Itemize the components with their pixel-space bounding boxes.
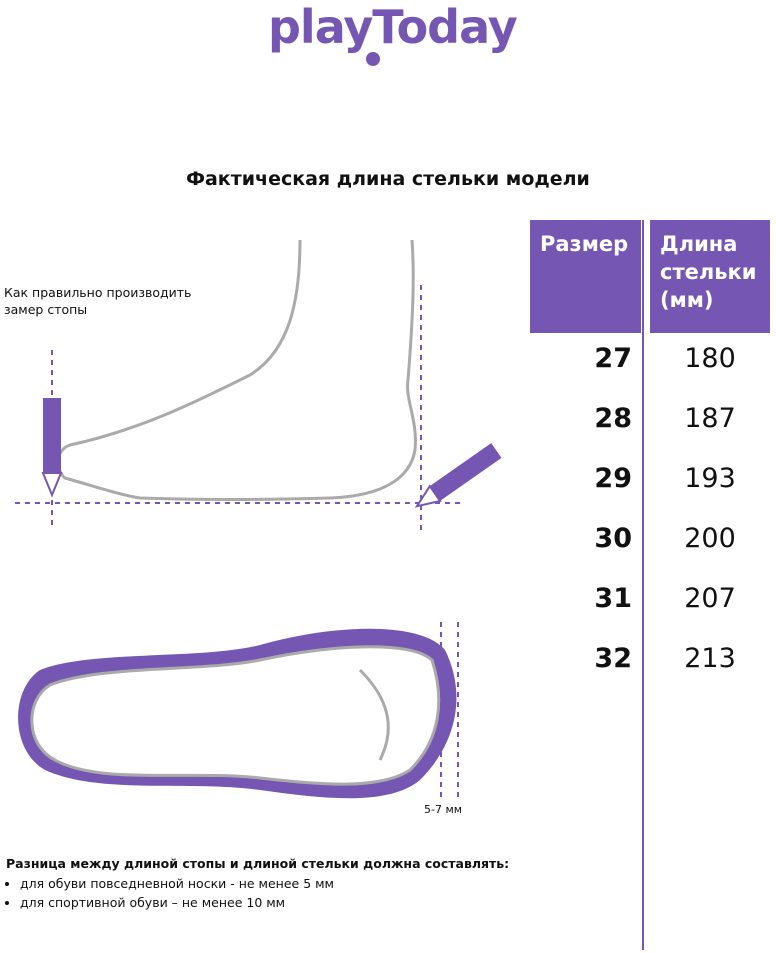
measure-caption: Как правильно производить замер стопы (4, 285, 192, 317)
pencil-icon-right (414, 443, 502, 508)
foot-side-drawing (56, 239, 417, 501)
length-cell: 180 (684, 343, 736, 374)
length-cell: 187 (684, 403, 736, 434)
size-cell: 27 (594, 343, 632, 374)
length-cell: 193 (684, 463, 736, 494)
measure-lines (15, 285, 460, 530)
pencil-icon-left (41, 398, 63, 498)
logo-dot (366, 52, 380, 66)
note-item: для обуви повседневной носки - не менее … (20, 876, 509, 891)
length-cell: 207 (684, 583, 736, 614)
notes: Разница между длиной стопы и длиной стел… (6, 856, 509, 914)
size-cell: 29 (594, 463, 632, 494)
header-size: Размер (530, 220, 641, 333)
insole-drawing (18, 628, 457, 799)
page-title: Фактическая длина стельки модели (186, 168, 590, 190)
size-cell: 31 (594, 583, 632, 614)
length-cell: 200 (684, 523, 736, 554)
header-length: Длина стельки (мм) (650, 220, 770, 333)
table-divider (642, 220, 644, 950)
length-cell: 213 (684, 643, 736, 674)
gap-label: 5-7 мм (424, 803, 463, 816)
logo: playToday (268, 0, 518, 54)
size-cell: 30 (594, 523, 632, 554)
size-cell: 32 (594, 643, 632, 674)
note-item: для спортивной обуви – не менее 10 мм (20, 895, 509, 910)
size-cell: 28 (594, 403, 632, 434)
notes-heading: Разница между длиной стопы и длиной стел… (6, 856, 510, 871)
